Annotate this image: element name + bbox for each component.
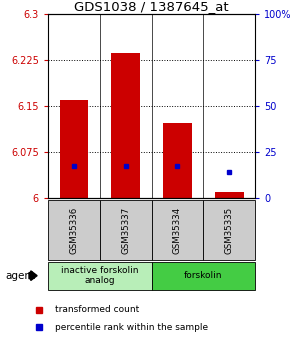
Bar — [48, 262, 151, 290]
Text: inactive forskolin
analog: inactive forskolin analog — [61, 266, 138, 285]
Bar — [163, 123, 192, 198]
Text: transformed count: transformed count — [55, 305, 140, 314]
Text: GSM35334: GSM35334 — [173, 207, 182, 254]
Bar — [215, 192, 244, 198]
Text: forskolin: forskolin — [184, 271, 223, 280]
Bar — [59, 100, 88, 198]
Text: percentile rank within the sample: percentile rank within the sample — [55, 323, 209, 332]
Bar — [203, 200, 255, 260]
Bar — [151, 262, 255, 290]
Text: GSM35335: GSM35335 — [225, 207, 234, 254]
Bar — [151, 200, 203, 260]
Text: GSM35337: GSM35337 — [121, 207, 130, 254]
Title: GDS1038 / 1387645_at: GDS1038 / 1387645_at — [74, 0, 229, 13]
Bar — [48, 200, 100, 260]
Text: GSM35336: GSM35336 — [69, 207, 78, 254]
Bar — [100, 200, 151, 260]
Bar — [111, 52, 140, 198]
Text: agent: agent — [6, 271, 36, 280]
